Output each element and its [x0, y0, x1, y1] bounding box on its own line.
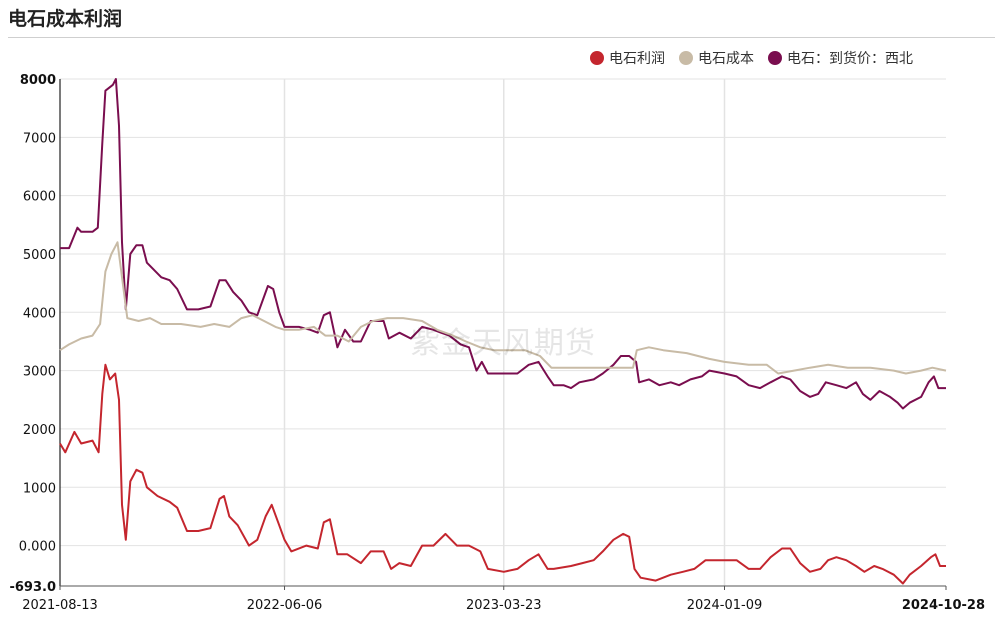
y-tick-label: 3000: [23, 365, 56, 380]
page-title: 电石成本利润: [8, 8, 123, 30]
legend-label: 电石：到货价：西北: [787, 51, 913, 67]
legend-label: 电石利润: [609, 51, 665, 67]
x-tick-label: 2024-01-09: [687, 598, 763, 613]
title-divider: [8, 37, 995, 38]
y-tick-label: 7000: [23, 131, 56, 146]
series-line-cost: [59, 241, 947, 375]
y-tick-label: 8000: [20, 73, 56, 88]
legend-dot-icon: [590, 51, 604, 65]
y-tick-label: 2000: [23, 423, 56, 438]
legend-item-profit[interactable]: 电石利润: [590, 48, 665, 68]
legend-item-cost[interactable]: 电石成本: [679, 48, 754, 68]
x-tick-label: 2022-06-06: [247, 598, 323, 613]
legend-dot-icon: [679, 51, 693, 65]
legend-label: 电石成本: [698, 51, 754, 67]
y-tick-label: -693.0: [9, 580, 56, 595]
x-tick-label: 2024-10-28: [902, 598, 985, 613]
y-tick-label: 1000: [23, 481, 56, 496]
y-tick-label: 6000: [23, 190, 56, 205]
y-tick-label: 5000: [23, 248, 56, 263]
y-tick-label: 4000: [23, 306, 56, 321]
y-tick-label: 0.000: [19, 540, 56, 555]
series-line-profit: [59, 363, 946, 585]
x-tick-label: 2021-08-13: [22, 598, 98, 613]
series-line-price: [60, 78, 946, 410]
chart-legend: 电石利润 电石成本 电石：到货价：西北: [590, 48, 913, 68]
legend-item-price[interactable]: 电石：到货价：西北: [768, 48, 913, 68]
legend-dot-icon: [768, 51, 782, 65]
x-tick-label: 2023-03-23: [466, 598, 542, 613]
